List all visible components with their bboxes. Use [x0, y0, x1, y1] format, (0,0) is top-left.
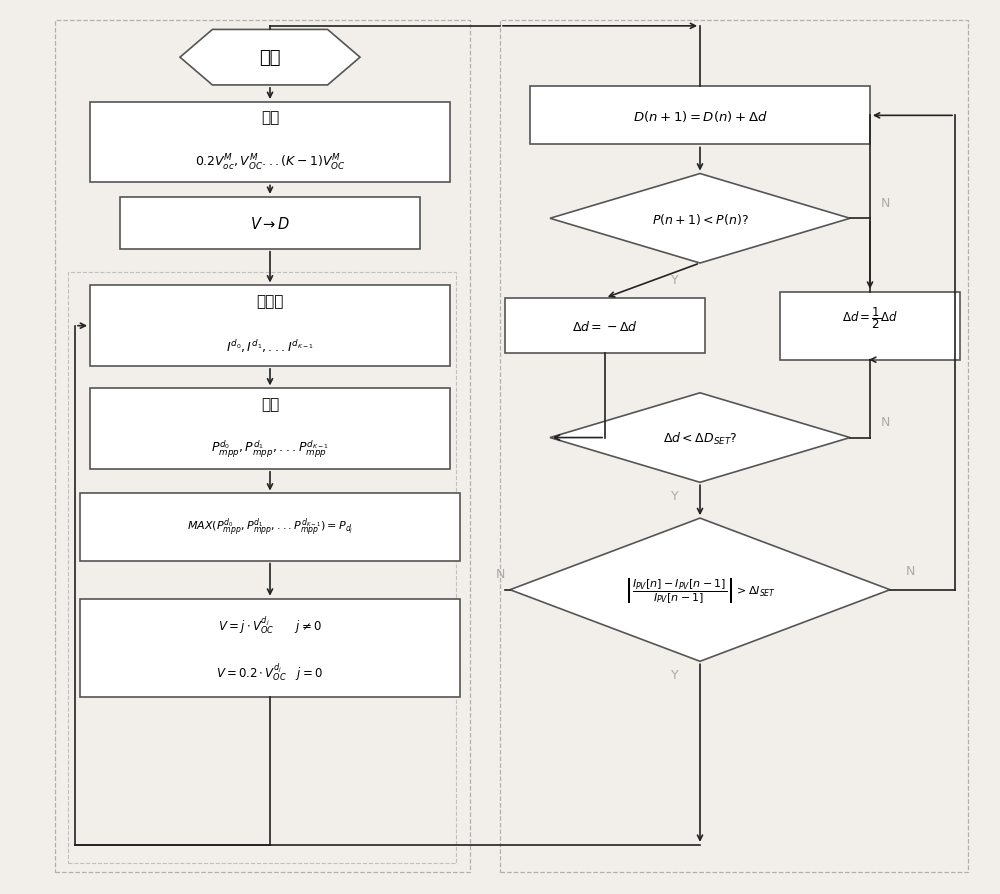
- Text: N: N: [495, 568, 505, 580]
- FancyBboxPatch shape: [80, 493, 460, 561]
- FancyBboxPatch shape: [90, 286, 450, 367]
- Polygon shape: [180, 30, 360, 86]
- Polygon shape: [550, 393, 850, 483]
- Text: 计算: 计算: [261, 111, 279, 125]
- Text: 估算: 估算: [261, 397, 279, 411]
- FancyBboxPatch shape: [80, 599, 460, 697]
- Text: $0.2V_{oc}^{M},V_{OC}^{M}...(K-1)V_{OC}^{M}$: $0.2V_{oc}^{M},V_{OC}^{M}...(K-1)V_{OC}^…: [195, 153, 345, 173]
- Text: Y: Y: [671, 274, 679, 286]
- Text: $V \rightarrow D$: $V \rightarrow D$: [250, 215, 290, 232]
- Text: 开始: 开始: [259, 49, 281, 67]
- Text: $\Delta d = \dfrac{1}{2}\Delta d$: $\Delta d = \dfrac{1}{2}\Delta d$: [842, 305, 898, 330]
- Text: $P_{mpp}^{d_0},P_{mpp}^{d_1},...P_{mpp}^{d_{K-1}}$: $P_{mpp}^{d_0},P_{mpp}^{d_1},...P_{mpp}^…: [211, 438, 329, 460]
- Polygon shape: [510, 519, 890, 662]
- Text: $MAX(P_{mpp}^{d_0},P_{mpp}^{d_1},...P_{mpp}^{d_{K-1}})=P_{d_j}$: $MAX(P_{mpp}^{d_0},P_{mpp}^{d_1},...P_{m…: [187, 517, 353, 538]
- Text: $\Delta d < \Delta D_{SET}?$: $\Delta d < \Delta D_{SET}?$: [663, 430, 737, 446]
- Text: N: N: [880, 197, 890, 209]
- Text: $V = j \cdot V_{OC}^{d_j} \qquad j\neq 0$: $V = j \cdot V_{OC}^{d_j} \qquad j\neq 0…: [218, 614, 322, 636]
- FancyBboxPatch shape: [90, 103, 450, 183]
- FancyBboxPatch shape: [780, 292, 960, 360]
- FancyBboxPatch shape: [120, 198, 420, 249]
- Text: 粗扫描: 粗扫描: [256, 294, 284, 308]
- Text: $D(n+1) = D(n) + \Delta d$: $D(n+1) = D(n) + \Delta d$: [633, 109, 767, 123]
- FancyBboxPatch shape: [530, 87, 870, 146]
- Text: $\left|\dfrac{I_{PV}[n]-I_{PV}[n-1]}{I_{PV}[n-1]}\right| > \Delta I_{SET}$: $\left|\dfrac{I_{PV}[n]-I_{PV}[n-1]}{I_{…: [624, 576, 776, 604]
- Text: Y: Y: [671, 669, 679, 681]
- Text: $\Delta d = -\Delta d$: $\Delta d = -\Delta d$: [572, 319, 638, 333]
- FancyBboxPatch shape: [505, 299, 705, 354]
- Text: N: N: [905, 564, 915, 577]
- Polygon shape: [550, 174, 850, 264]
- Text: $P(n+1) < P(n)?$: $P(n+1) < P(n)?$: [652, 212, 748, 226]
- Text: $I^{d_0},I^{d_1},...I^{d_{K-1}}$: $I^{d_0},I^{d_1},...I^{d_{K-1}}$: [226, 338, 314, 354]
- Text: N: N: [880, 416, 890, 428]
- FancyBboxPatch shape: [90, 389, 450, 469]
- Text: $V = 0.2 \cdot V_{OC}^{d_j} \quad j=0$: $V = 0.2 \cdot V_{OC}^{d_j} \quad j=0$: [216, 661, 324, 682]
- Text: Y: Y: [671, 490, 679, 502]
